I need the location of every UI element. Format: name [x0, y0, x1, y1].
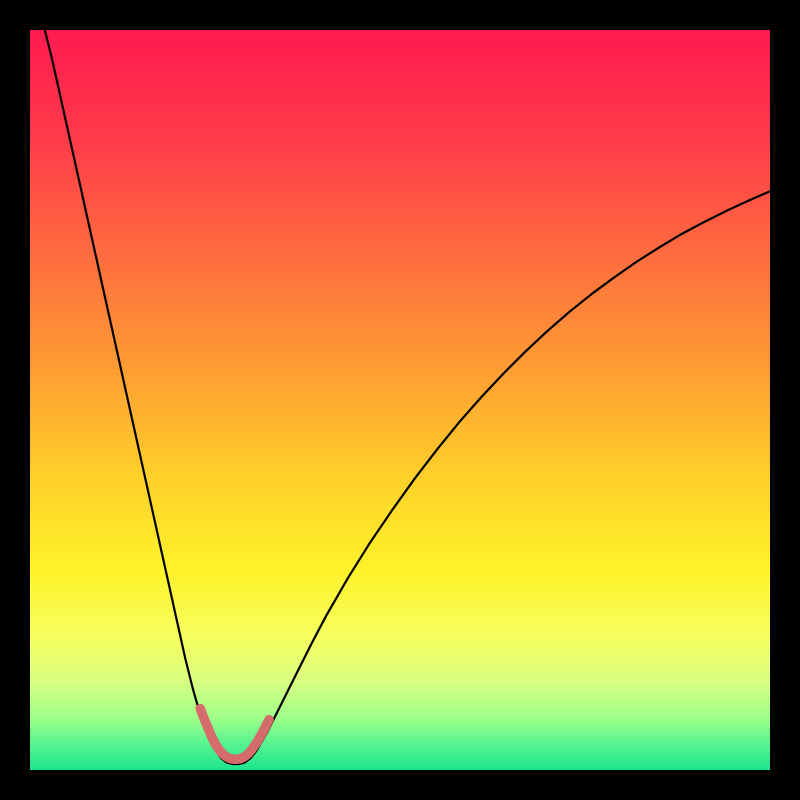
plot-background-gradient	[30, 30, 770, 770]
bottleneck-chart	[0, 0, 800, 800]
chart-frame: TheBottleneck.com	[0, 0, 800, 800]
